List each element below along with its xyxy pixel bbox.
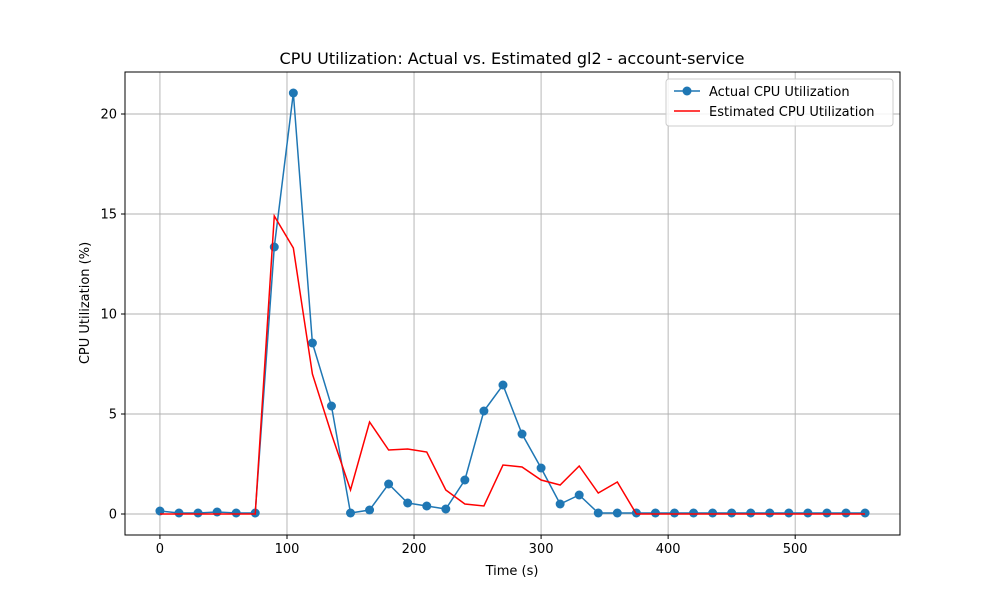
actual-cpu-point: [365, 505, 375, 515]
plot-frame: [124, 71, 901, 536]
x-tick-label: 100: [275, 542, 300, 557]
x-tick-label: 200: [402, 542, 427, 557]
actual-cpu-point: [612, 508, 622, 518]
actual-cpu-point: [822, 508, 832, 518]
actual-cpu-point: [288, 88, 298, 98]
x-tick-label: 300: [529, 542, 554, 557]
actual-cpu-point: [746, 508, 756, 518]
actual-cpu-point: [212, 507, 222, 517]
y-tick-label: 5: [109, 408, 117, 423]
actual-cpu-point: [498, 380, 508, 390]
actual-cpu-point: [574, 490, 584, 500]
actual-cpu-point: [555, 499, 565, 509]
chart-title: CPU Utilization: Actual vs. Estimated gl…: [280, 49, 745, 68]
actual-cpu-point: [174, 508, 184, 518]
actual-cpu-point: [536, 463, 546, 473]
axis-ticks: 0 100 200 300 400 500 0 5 10 15 20: [100, 108, 807, 558]
legend-estimated-label: Estimated CPU Utilization: [709, 105, 875, 120]
actual-cpu-line: [159, 92, 866, 514]
actual-cpu-point: [784, 508, 794, 518]
actual-cpu-point: [231, 508, 241, 518]
actual-cpu-point: [517, 429, 527, 439]
actual-cpu-point: [669, 508, 679, 518]
actual-cpu-point: [689, 508, 699, 518]
actual-cpu-point: [593, 508, 603, 518]
actual-cpu-point: [384, 479, 394, 489]
actual-cpu-point: [307, 338, 317, 348]
actual-cpu-point: [860, 508, 870, 518]
actual-cpu-point: [479, 406, 489, 416]
actual-cpu-point: [841, 508, 851, 518]
actual-cpu-point: [708, 508, 718, 518]
legend-actual-label: Actual CPU Utilization: [709, 85, 850, 100]
x-tick-label: 500: [783, 542, 808, 557]
actual-cpu-point: [422, 501, 432, 511]
actual-cpu-point: [803, 508, 813, 518]
actual-cpu-point: [727, 508, 737, 518]
plot-series: [155, 88, 870, 518]
y-tick-label: 20: [100, 108, 117, 123]
actual-cpu-point: [193, 508, 203, 518]
actual-cpu-point: [441, 504, 451, 514]
actual-cpu-point: [346, 508, 356, 518]
x-tick-label: 0: [156, 542, 164, 557]
actual-cpu-point: [326, 401, 336, 411]
x-axis-label: Time (s): [485, 564, 539, 579]
actual-cpu-point: [403, 498, 413, 508]
legend: Actual CPU Utilization Estimated CPU Uti…: [665, 78, 894, 127]
actual-cpu-point: [650, 508, 660, 518]
estimated-cpu-line: [159, 213, 866, 515]
actual-cpu-point: [765, 508, 775, 518]
legend-box: [665, 78, 894, 127]
y-tick-label: 10: [100, 308, 117, 323]
y-tick-label: 0: [109, 508, 117, 523]
legend-actual-marker: [682, 86, 692, 96]
y-tick-label: 15: [100, 208, 117, 223]
actual-cpu-point: [269, 242, 279, 252]
actual-cpu-point: [460, 475, 470, 485]
y-axis-label: CPU Utilization (%): [78, 242, 93, 364]
x-tick-label: 400: [656, 542, 681, 557]
